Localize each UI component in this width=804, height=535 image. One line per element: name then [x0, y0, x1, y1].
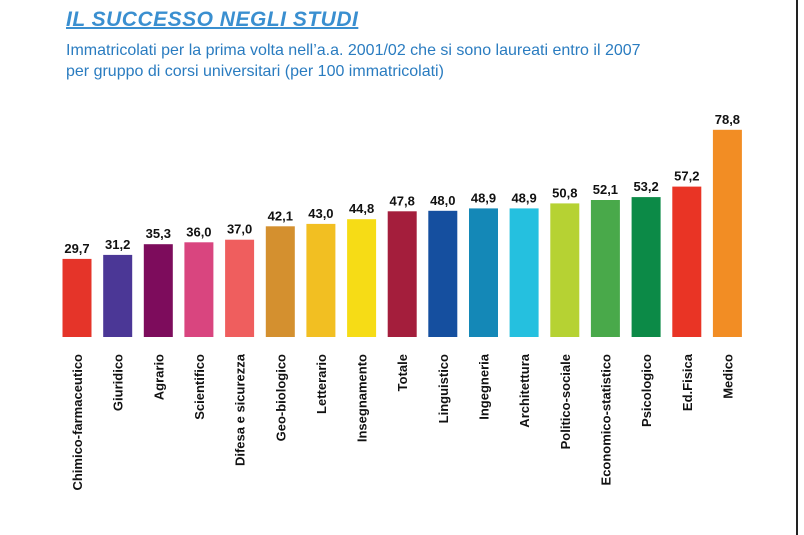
value-label-ed-fisica: 57,2: [674, 169, 699, 184]
value-label-architettura: 48,9: [511, 190, 536, 205]
category-label-architettura: Architettura: [517, 353, 532, 427]
value-label-medico: 78,8: [715, 112, 740, 127]
value-label-totale: 47,8: [390, 193, 415, 208]
bar-ed-fisica: [672, 186, 702, 337]
bar-economico-statistico: [590, 200, 620, 337]
bar-agrario: [143, 244, 173, 337]
bar-psicologico: [631, 197, 661, 337]
category-label-difesa-e-sicurezza: Difesa e sicurezza: [233, 353, 248, 466]
category-label-ingegneria: Ingegneria: [477, 353, 492, 420]
value-label-letterario: 43,0: [308, 206, 333, 221]
bar-difesa-e-sicurezza: [225, 239, 255, 337]
bar-politico-sociale: [550, 203, 580, 337]
value-label-politico-sociale: 50,8: [552, 185, 577, 200]
chart-subtitle: Immatricolati per la prima volta nell’a.…: [66, 40, 766, 82]
value-label-chimico-farmaceutico: 29,7: [64, 241, 89, 256]
value-label-ingegneria: 48,9: [471, 190, 496, 205]
category-label-giuridico: Giuridico: [111, 354, 126, 411]
bar-insegnamento: [347, 219, 377, 337]
bar-linguistico: [428, 210, 458, 337]
bar-scientifico: [184, 242, 214, 337]
category-label-agrario: Agrario: [151, 354, 166, 400]
value-label-psicologico: 53,2: [633, 179, 658, 194]
category-label-insegnamento: Insegnamento: [355, 354, 370, 442]
bar-totale: [387, 211, 417, 337]
category-label-psicologico: Psicologico: [639, 354, 654, 427]
category-label-economico-statistico: Economico-statistico: [598, 354, 613, 486]
category-labels-group: Chimico-farmaceutico Giuridico Agrario Scie…: [70, 353, 735, 490]
value-label-giuridico: 31,2: [105, 237, 130, 252]
value-label-geo-biologico: 42,1: [268, 208, 293, 223]
bar-architettura: [509, 208, 539, 337]
category-label-politico-sociale: Politico-sociale: [558, 354, 573, 449]
bar-geo-biologico: [265, 226, 295, 337]
bars-group: [62, 129, 742, 337]
category-label-chimico-farmaceutico: Chimico-farmaceutico: [70, 354, 85, 491]
category-label-totale: Totale: [395, 354, 410, 391]
value-label-agrario: 35,3: [146, 226, 171, 241]
bar-ingegneria: [469, 208, 498, 337]
category-label-scientifico: Scientifico: [192, 354, 207, 420]
value-label-difesa-e-sicurezza: 37,0: [227, 222, 252, 237]
bar-medico: [712, 129, 742, 337]
category-label-linguistico: Linguistico: [436, 354, 451, 423]
value-label-insegnamento: 44,8: [349, 201, 374, 216]
category-label-geo-biologico: Geo-biologico: [273, 354, 288, 441]
category-label-letterario: Letterario: [314, 354, 329, 414]
category-label-ed-fisica: Ed.Fisica: [680, 353, 695, 411]
bar-giuridico: [103, 254, 133, 337]
value-label-economico-statistico: 52,1: [593, 182, 618, 197]
bar-letterario: [306, 223, 336, 337]
subtitle-line-2: per gruppo di corsi universitari (per 10…: [66, 63, 444, 80]
bar-chimico-farmaceutico: [62, 258, 92, 337]
value-label-scientifico: 36,0: [186, 224, 211, 239]
category-label-medico: Medico: [720, 354, 735, 399]
value-label-linguistico: 48,0: [430, 193, 455, 208]
chart-title: IL SUCCESSO NEGLI STUDI: [66, 8, 359, 31]
value-labels-group: 29,7 31,2 35,3 36,0 37,0 42,1 43,0 44,8 47,8 48,0…: [64, 112, 740, 256]
subtitle-line-1: Immatricolati per la prima volta nell’a.…: [66, 42, 641, 59]
